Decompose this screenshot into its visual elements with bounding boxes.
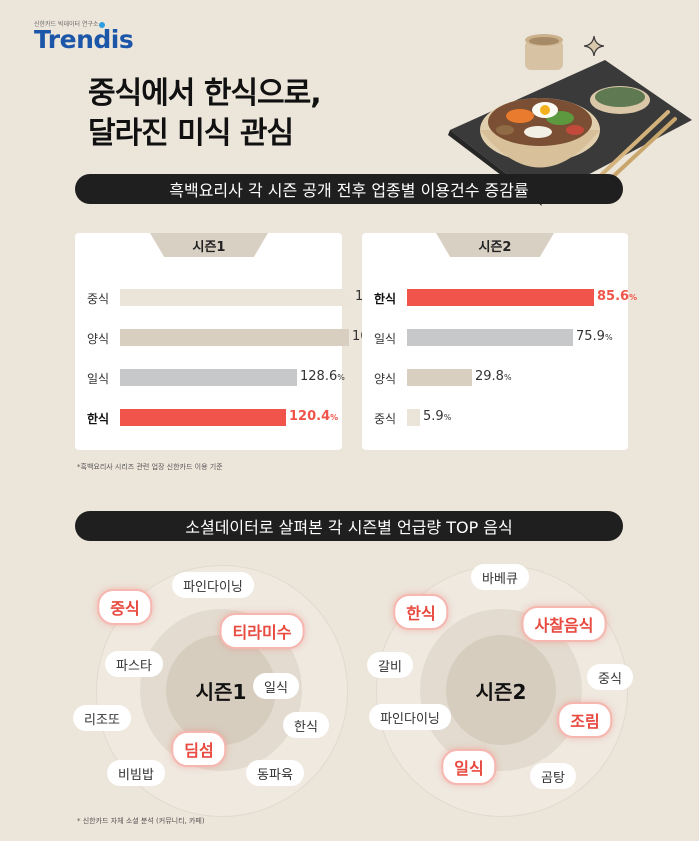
- bar-value-label: 120.4%: [289, 409, 339, 424]
- food-tag: 중식: [587, 664, 633, 690]
- bar-category-label: 일식: [374, 332, 397, 346]
- section1-heading: 흑백요리사 각 시즌 공개 전후 업종별 이용건수 증감률: [75, 174, 623, 204]
- bar-value-label: 85.6%: [597, 289, 638, 304]
- bar-category-label: 일식: [87, 372, 110, 386]
- food-tag: 일식: [253, 673, 299, 699]
- highlighted-food-tag: 일식: [441, 749, 497, 785]
- bar-category-label: 한식: [374, 292, 397, 306]
- food-tag: 바베큐: [471, 564, 529, 590]
- brand-logo: Trendis: [34, 25, 134, 54]
- bar-category-label: 양식: [87, 332, 110, 346]
- highlighted-food-tag: 한식: [393, 594, 449, 630]
- bar: [407, 329, 573, 346]
- section2-heading: 소셜데이터로 살펴본 각 시즌별 언급량 TOP 음식: [75, 511, 623, 541]
- title-line-1: 중식에서 한식으로,: [88, 76, 322, 111]
- bar: [120, 329, 349, 346]
- bar-value-label: 29.8%: [475, 369, 512, 384]
- bar: [120, 369, 297, 386]
- bibimbap-illustration: [448, 34, 692, 206]
- season2-chart-panel: 시즌2 한식 85.6% 일식 75.9% 양식 29.8% 중식 5.9%: [362, 233, 637, 450]
- bar: [407, 409, 420, 426]
- title-line-2: 달라진 미식 관심: [88, 116, 294, 151]
- bar-value-label: 128.6%: [300, 369, 345, 384]
- brand-logo-dot: [99, 22, 105, 28]
- highlighted-food-tag: 중식: [97, 589, 153, 625]
- highlighted-food-tag: 사찰음식: [521, 606, 607, 642]
- bar-category-label: 한식: [87, 412, 110, 426]
- bar-category-label: 중식: [87, 292, 110, 306]
- food-tag: 파인다이닝: [369, 704, 451, 730]
- bar-category-label: 양식: [374, 372, 397, 386]
- bar: [407, 369, 472, 386]
- highlighted-food-tag: 딤섬: [171, 731, 227, 767]
- sparkle-icon: [584, 36, 604, 56]
- section2-footnote: * 신한카드 자체 소셜 분석 (커뮤니티, 카페): [77, 817, 205, 825]
- bar: [407, 289, 594, 306]
- food-tag: 동파육: [246, 760, 304, 786]
- bar-category-label: 중식: [374, 412, 397, 426]
- food-tag: 리조또: [73, 705, 131, 731]
- food-tag: 파인다이닝: [172, 572, 254, 598]
- food-tag: 비빔밥: [107, 760, 165, 786]
- highlighted-food-tag: 조림: [557, 702, 613, 738]
- food-tag: 갈비: [367, 652, 413, 678]
- season1-chart-title: 시즌1: [150, 233, 268, 257]
- food-tag: 곰탕: [530, 763, 576, 789]
- food-tag: 한식: [283, 712, 329, 738]
- season2-chart-title: 시즌2: [436, 233, 554, 257]
- bar-value-label: 5.9%: [423, 409, 452, 424]
- bar: [120, 409, 286, 426]
- highlighted-food-tag: 티라미수: [219, 613, 305, 649]
- food-tag: 파스타: [105, 651, 163, 677]
- season2-center-label: 시즌2: [446, 635, 556, 745]
- bar: [120, 289, 352, 306]
- bar-value-label: 75.9%: [576, 329, 613, 344]
- section1-footnote: *흑백요리사 시리즈 관련 업장 신한카드 이용 기준: [77, 463, 223, 471]
- page-title: 중식에서 한식으로, 달라진 미식 관심: [88, 74, 322, 154]
- brand-subtitle: 신한카드 빅데이터 연구소: [34, 21, 99, 28]
